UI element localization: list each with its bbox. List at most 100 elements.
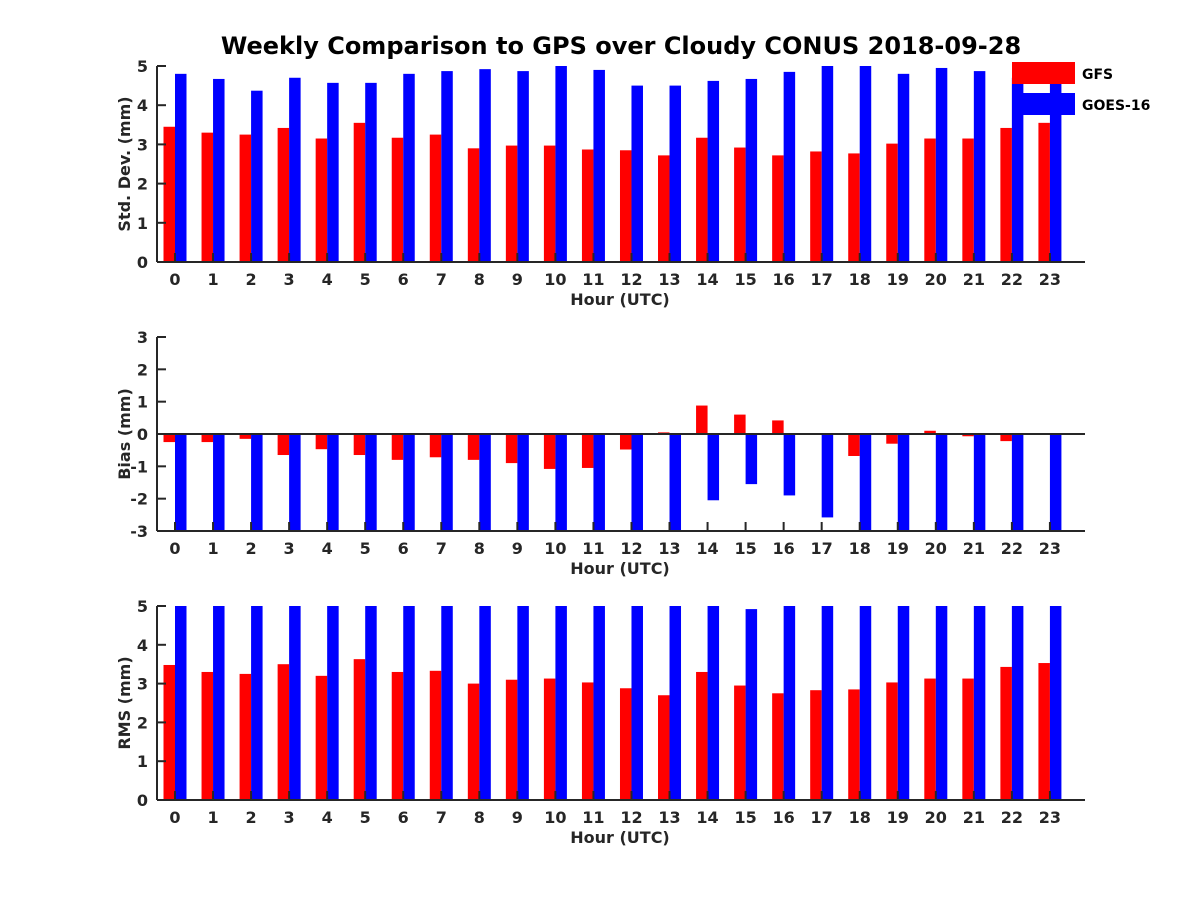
x-tick-label: 17 bbox=[811, 808, 833, 827]
bar-gfs-hour-7 bbox=[429, 670, 442, 800]
bar-goes16-hour-7 bbox=[441, 606, 453, 800]
bar-gfs-hour-6 bbox=[391, 671, 404, 800]
x-tick-label: 3 bbox=[284, 808, 295, 827]
bar-goes16-hour-22 bbox=[1011, 77, 1024, 262]
bar-gfs-hour-23 bbox=[1038, 663, 1050, 800]
chart-title: Weekly Comparison to GPS over Cloudy CON… bbox=[221, 32, 1021, 60]
bar-goes16-hour-9 bbox=[517, 434, 529, 531]
bar-gfs-hour-7 bbox=[429, 134, 442, 262]
y-tick-label: -2 bbox=[130, 490, 148, 509]
x-tick-label: 11 bbox=[582, 539, 604, 558]
bar-goes16-hour-11 bbox=[593, 434, 605, 531]
bar-gfs-hour-21 bbox=[962, 678, 974, 800]
bar-goes16-hour-9 bbox=[517, 606, 529, 800]
x-tick-label: 9 bbox=[512, 539, 523, 558]
bar-goes16-hour-21 bbox=[973, 606, 986, 800]
y-tick-label: 3 bbox=[137, 135, 148, 154]
x-tick-label: 22 bbox=[1001, 270, 1023, 289]
bar-goes16-hour-2 bbox=[251, 90, 263, 262]
y-tick-label: 1 bbox=[137, 752, 148, 771]
y-tick-label: 3 bbox=[137, 328, 148, 347]
bar-goes16-hour-6 bbox=[403, 434, 415, 531]
x-tick-label: 23 bbox=[1039, 270, 1061, 289]
y-tick-label: 2 bbox=[137, 713, 148, 732]
x-tick-label: 4 bbox=[322, 808, 333, 827]
x-tick-label: 15 bbox=[734, 539, 756, 558]
bar-goes16-hour-3 bbox=[289, 77, 301, 262]
bar-gfs-hour-14 bbox=[696, 137, 708, 262]
x-tick-label: 13 bbox=[658, 270, 680, 289]
bar-gfs-hour-11 bbox=[581, 434, 594, 468]
x-tick-label: 16 bbox=[773, 270, 795, 289]
bar-goes16-hour-0 bbox=[175, 73, 187, 262]
bar-goes16-hour-19 bbox=[897, 606, 910, 800]
bar-goes16-hour-20 bbox=[935, 67, 948, 263]
x-tick-label: 2 bbox=[246, 270, 257, 289]
bar-gfs-hour-14 bbox=[696, 671, 708, 800]
bar-goes16-hour-13 bbox=[669, 85, 682, 262]
x-tick-label: 17 bbox=[811, 539, 833, 558]
bar-goes16-hour-5 bbox=[365, 606, 377, 800]
x-tick-label: 1 bbox=[207, 270, 218, 289]
bar-gfs-hour-10 bbox=[543, 678, 556, 800]
y-tick-label: 4 bbox=[137, 636, 148, 655]
x-tick-label: 3 bbox=[284, 270, 295, 289]
bar-goes16-hour-17 bbox=[821, 66, 834, 262]
x-tick-label: 14 bbox=[696, 270, 718, 289]
bar-gfs-hour-5 bbox=[353, 434, 366, 456]
y-axis-label: RMS (mm) bbox=[115, 656, 134, 749]
x-tick-label: 13 bbox=[658, 808, 680, 827]
y-tick-label: 2 bbox=[137, 175, 148, 194]
bar-gfs-hour-8 bbox=[467, 683, 480, 800]
bar-gfs-hour-22 bbox=[1000, 434, 1012, 442]
bar-gfs-hour-11 bbox=[581, 149, 594, 262]
x-tick-label: 4 bbox=[322, 270, 333, 289]
bar-gfs-hour-21 bbox=[962, 138, 974, 262]
x-tick-label: 12 bbox=[620, 539, 642, 558]
x-tick-label: 0 bbox=[169, 270, 180, 289]
bar-goes16-hour-6 bbox=[403, 73, 415, 262]
x-tick-label: 15 bbox=[734, 270, 756, 289]
bar-goes16-hour-13 bbox=[669, 434, 682, 531]
bar-gfs-hour-7 bbox=[429, 434, 442, 458]
bar-goes16-hour-11 bbox=[593, 69, 605, 262]
bar-goes16-hour-18 bbox=[859, 606, 872, 800]
bar-gfs-hour-20 bbox=[924, 678, 936, 800]
bar-goes16-hour-1 bbox=[213, 606, 225, 800]
x-tick-label: 8 bbox=[474, 808, 485, 827]
bar-goes16-hour-2 bbox=[251, 434, 263, 531]
x-tick-label: 5 bbox=[360, 808, 371, 827]
x-tick-label: 16 bbox=[773, 808, 795, 827]
bar-goes16-hour-1 bbox=[213, 434, 225, 531]
y-tick-label: 4 bbox=[137, 96, 148, 115]
bar-goes16-hour-0 bbox=[175, 434, 187, 531]
x-tick-label: 11 bbox=[582, 270, 604, 289]
x-tick-label: 6 bbox=[398, 808, 409, 827]
x-tick-label: 20 bbox=[925, 808, 947, 827]
bar-goes16-hour-11 bbox=[593, 606, 605, 800]
x-tick-label: 12 bbox=[620, 808, 642, 827]
bar-goes16-hour-7 bbox=[441, 434, 453, 531]
bar-gfs-hour-20 bbox=[924, 138, 936, 262]
x-tick-label: 7 bbox=[436, 808, 447, 827]
bar-goes16-hour-15 bbox=[745, 78, 758, 262]
bar-goes16-hour-23 bbox=[1049, 81, 1062, 263]
bar-gfs-hour-8 bbox=[467, 148, 480, 262]
bar-gfs-hour-15 bbox=[734, 414, 746, 434]
bar-goes16-hour-21 bbox=[973, 71, 986, 262]
x-tick-label: 3 bbox=[284, 539, 295, 558]
legend-swatch-goes16 bbox=[1012, 93, 1075, 115]
x-tick-label: 18 bbox=[849, 539, 871, 558]
x-tick-label: 21 bbox=[963, 539, 985, 558]
bar-gfs-hour-8 bbox=[467, 434, 480, 460]
bar-gfs-hour-4 bbox=[315, 138, 328, 262]
y-tick-label: 0 bbox=[137, 425, 148, 444]
bar-gfs-hour-18 bbox=[848, 689, 860, 800]
x-tick-label: 0 bbox=[169, 808, 180, 827]
bar-goes16-hour-1 bbox=[213, 78, 225, 262]
bar-goes16-hour-2 bbox=[251, 606, 263, 800]
bar-gfs-hour-0 bbox=[163, 126, 175, 262]
bar-gfs-hour-3 bbox=[277, 664, 290, 800]
bar-goes16-hour-21 bbox=[973, 434, 986, 531]
bar-gfs-hour-4 bbox=[315, 675, 328, 800]
